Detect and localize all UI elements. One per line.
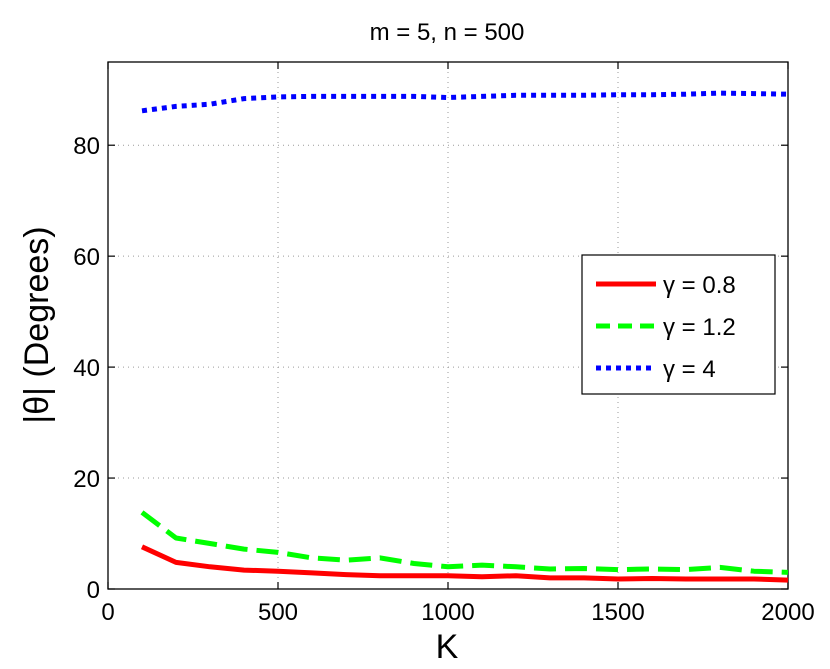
legend-label-gamma-0-8: γ = 0.8: [663, 272, 736, 299]
x-axis-title: K: [436, 628, 459, 666]
axis-ticks: 0 500 1000 1500 2000 0 20 40 60 80: [73, 62, 815, 626]
y-axis-title: |θ| (Degrees): [18, 226, 56, 423]
legend: γ = 0.8 γ = 1.2 γ = 4: [581, 254, 776, 395]
chart-title: m = 5, n = 500: [370, 19, 525, 46]
series-line-0: [140, 544, 789, 583]
legend-box: [581, 254, 776, 395]
y-tick-label: 60: [73, 244, 100, 271]
series-lines: [140, 90, 789, 583]
x-tick-label: 2000: [761, 599, 814, 626]
x-tick-label: 1000: [421, 599, 474, 626]
y-tick-label: 0: [87, 577, 100, 604]
y-tick-label: 40: [73, 355, 100, 382]
grid: [108, 62, 788, 589]
series-line-1: [140, 510, 789, 575]
y-tick-label: 80: [73, 133, 100, 160]
series-line-2: [141, 90, 789, 114]
x-tick-label: 0: [101, 599, 114, 626]
legend-label-gamma-4: γ = 4: [663, 356, 716, 383]
x-tick-label: 1500: [591, 599, 644, 626]
legend-label-gamma-1-2: γ = 1.2: [663, 314, 736, 341]
y-tick-label: 20: [73, 466, 100, 493]
x-tick-label: 500: [258, 599, 298, 626]
